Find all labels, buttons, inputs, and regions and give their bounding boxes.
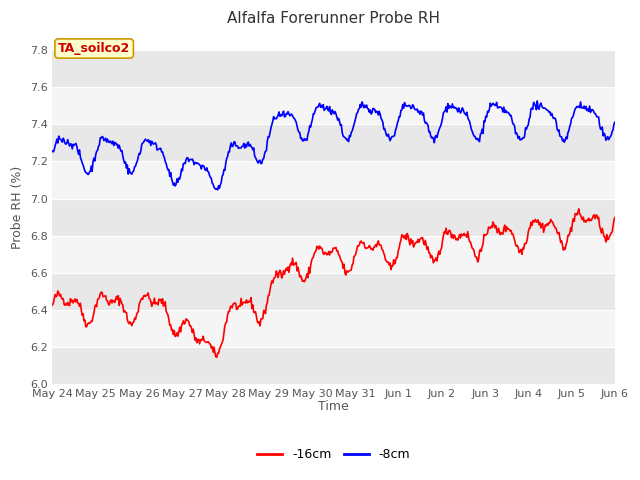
Bar: [52, 310, 615, 347]
Y-axis label: Probe RH (%): Probe RH (%): [11, 166, 24, 250]
Legend: -16cm, -8cm: -16cm, -8cm: [252, 444, 415, 467]
Bar: [52, 87, 615, 124]
X-axis label: Time: Time: [318, 400, 349, 413]
Title: Alfalfa Forerunner Probe RH: Alfalfa Forerunner Probe RH: [227, 11, 440, 26]
Bar: [52, 347, 615, 384]
Bar: [52, 50, 615, 87]
Bar: [52, 273, 615, 310]
Bar: [52, 161, 615, 199]
Bar: [52, 236, 615, 273]
Text: TA_soilco2: TA_soilco2: [58, 42, 131, 55]
Bar: [52, 199, 615, 236]
Bar: [52, 124, 615, 161]
